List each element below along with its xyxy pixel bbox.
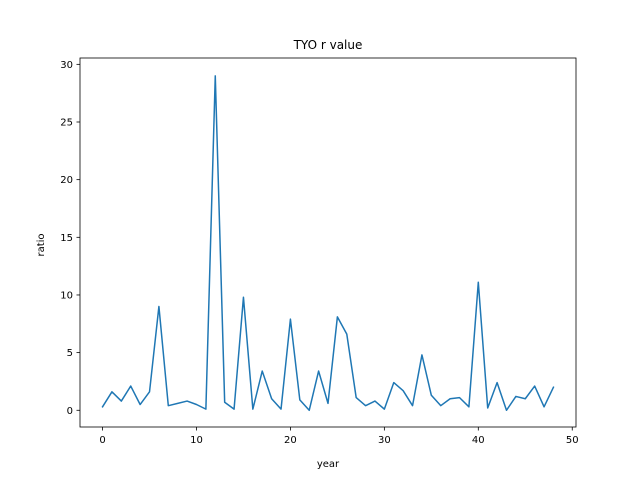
chart-title: TYO r value — [293, 38, 363, 52]
y-axis-label: ratio — [36, 233, 47, 256]
x-tick-label: 20 — [284, 435, 297, 446]
y-tick-label: 10 — [60, 290, 73, 301]
axes-frame — [79, 57, 577, 428]
series-line — [101, 75, 555, 412]
x-tick-label: 50 — [566, 435, 579, 446]
x-tick-label: 0 — [99, 435, 105, 446]
y-tick-label: 15 — [60, 233, 73, 244]
x-tick-label: 10 — [190, 435, 203, 446]
axes: 0 10 20 30 40 50 0 5 10 15 20 25 30 — [60, 57, 579, 446]
x-tick-label: 30 — [378, 435, 391, 446]
plot-area — [101, 75, 555, 412]
y-tick-label: 5 — [67, 348, 73, 359]
y-tick-label: 0 — [67, 406, 73, 417]
y-tick-label: 25 — [60, 117, 73, 128]
y-tick-label: 30 — [60, 60, 73, 71]
y-tick-label: 20 — [60, 175, 73, 186]
x-tick-label: 40 — [472, 435, 485, 446]
x-axis-label: year — [317, 459, 340, 470]
